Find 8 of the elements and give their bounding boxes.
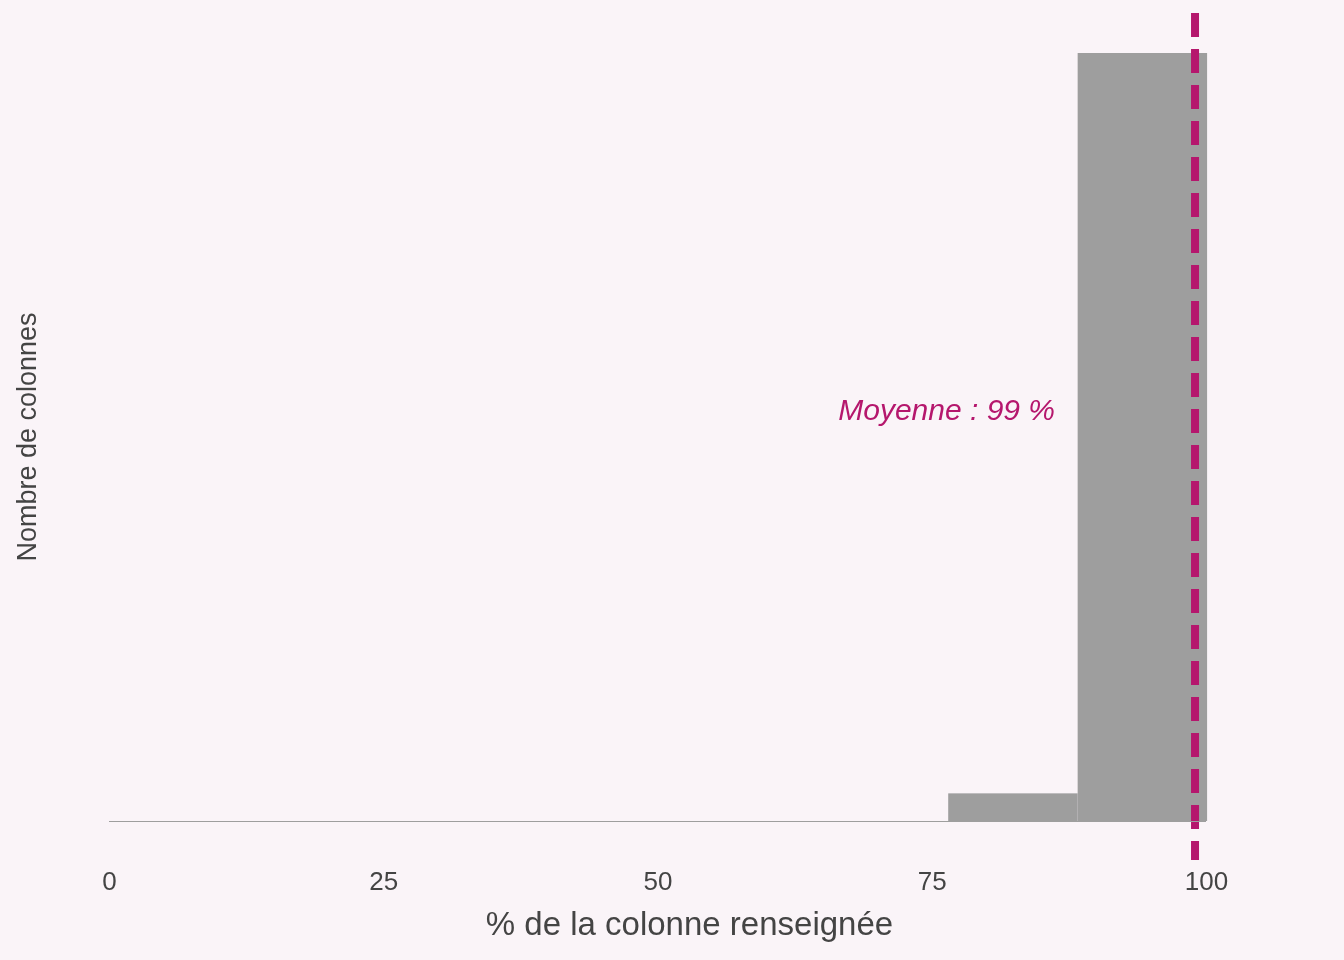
- x-tick-label: 25: [369, 866, 399, 897]
- x-tick-label: 0: [102, 866, 117, 897]
- y-axis-title: Nombre de colonnes: [12, 312, 42, 562]
- x-tick-label: 100: [1184, 866, 1229, 897]
- ref-line-label: Moyenne : 99 %: [838, 393, 1056, 426]
- x-tick-label: 50: [643, 866, 673, 897]
- x-axis-title: % de la colonne renseignée: [485, 905, 894, 942]
- x-tick-label: 75: [917, 866, 947, 897]
